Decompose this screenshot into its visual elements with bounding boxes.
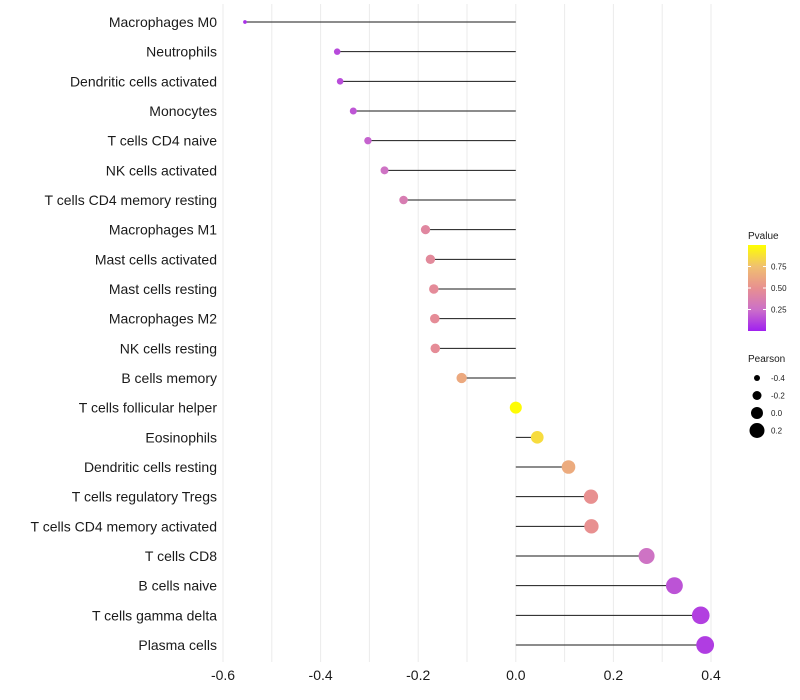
category-label: B cells memory xyxy=(121,370,217,386)
size-legend-label: 0.0 xyxy=(771,409,783,418)
x-tick-label: -0.6 xyxy=(211,667,235,683)
color-legend-label: 0.75 xyxy=(771,263,787,272)
color-legend-ticks: 0.25 0.50 0.75 xyxy=(748,263,787,315)
category-labels: Macrophages M0 Neutrophils Dendritic cells… xyxy=(31,14,218,653)
point xyxy=(584,519,599,534)
point xyxy=(333,48,341,55)
category-label: NK cells activated xyxy=(106,162,217,178)
color-legend-title: Pvalue xyxy=(748,231,779,242)
point xyxy=(336,78,344,85)
color-legend-label: 0.50 xyxy=(771,284,787,293)
point xyxy=(691,606,710,625)
category-label: T cells gamma delta xyxy=(92,607,217,623)
category-label: Dendritic cells activated xyxy=(70,73,217,89)
stems xyxy=(244,21,706,646)
category-label: Eosinophils xyxy=(145,429,217,445)
category-label: NK cells resting xyxy=(120,340,217,356)
size-legend-label: -0.4 xyxy=(771,374,785,383)
point xyxy=(456,372,467,384)
category-label: Monocytes xyxy=(149,103,217,119)
point xyxy=(364,136,372,145)
category-label: Macrophages M1 xyxy=(109,222,217,238)
category-label: T cells CD4 memory resting xyxy=(45,192,217,208)
size-legend-label: -0.2 xyxy=(771,392,785,401)
point xyxy=(420,225,431,235)
category-label: T cells CD4 memory activated xyxy=(31,518,217,534)
size-key xyxy=(752,391,762,400)
point xyxy=(399,195,408,205)
category-label: Macrophages M0 xyxy=(109,14,217,30)
x-tick-label: -0.4 xyxy=(309,667,333,683)
color-legend-label: 0.25 xyxy=(771,306,787,315)
point xyxy=(243,20,247,24)
x-tick-label: -0.2 xyxy=(406,667,430,683)
category-label: Neutrophils xyxy=(146,44,217,60)
point xyxy=(380,166,389,175)
point xyxy=(429,284,439,294)
x-tick-label: 0.2 xyxy=(604,667,624,683)
point xyxy=(583,489,599,504)
color-bar xyxy=(748,245,766,331)
size-key xyxy=(754,375,760,381)
grid-lines xyxy=(222,4,712,662)
category-label: T cells CD4 naive xyxy=(108,133,218,149)
size-legend-keys: -0.4 -0.2 0.0 0.2 xyxy=(749,374,785,438)
point xyxy=(696,636,715,654)
point xyxy=(638,547,655,565)
category-label: Plasma cells xyxy=(138,637,217,653)
size-key xyxy=(749,423,765,438)
legend: Pvalue 0.25 0.50 0.75 Pearson -0.4 -0.2 0.0 0… xyxy=(748,231,787,438)
category-label: Mast cells resting xyxy=(109,281,217,297)
point xyxy=(425,254,436,265)
point xyxy=(530,431,544,444)
size-legend-title: Pearson xyxy=(748,354,785,365)
x-tick-labels: -0.6 -0.4 -0.2 0.0 0.2 0.4 xyxy=(211,667,721,683)
category-label: B cells naive xyxy=(138,578,217,594)
category-label: T cells regulatory Tregs xyxy=(72,489,217,505)
x-tick-label: 0.0 xyxy=(506,667,526,683)
point xyxy=(349,107,357,115)
size-key xyxy=(751,407,763,419)
category-label: Macrophages M2 xyxy=(109,311,217,327)
x-tick-label: 0.4 xyxy=(701,667,721,683)
point xyxy=(430,343,441,354)
point xyxy=(665,577,683,595)
category-label: T cells CD8 xyxy=(145,548,217,564)
point xyxy=(561,460,576,474)
point xyxy=(430,313,440,324)
category-label: T cells follicular helper xyxy=(79,400,218,416)
category-label: Mast cells activated xyxy=(95,251,217,267)
category-label: Dendritic cells resting xyxy=(84,459,217,475)
size-legend-label: 0.2 xyxy=(771,427,783,436)
points xyxy=(243,20,715,654)
point xyxy=(509,401,522,414)
